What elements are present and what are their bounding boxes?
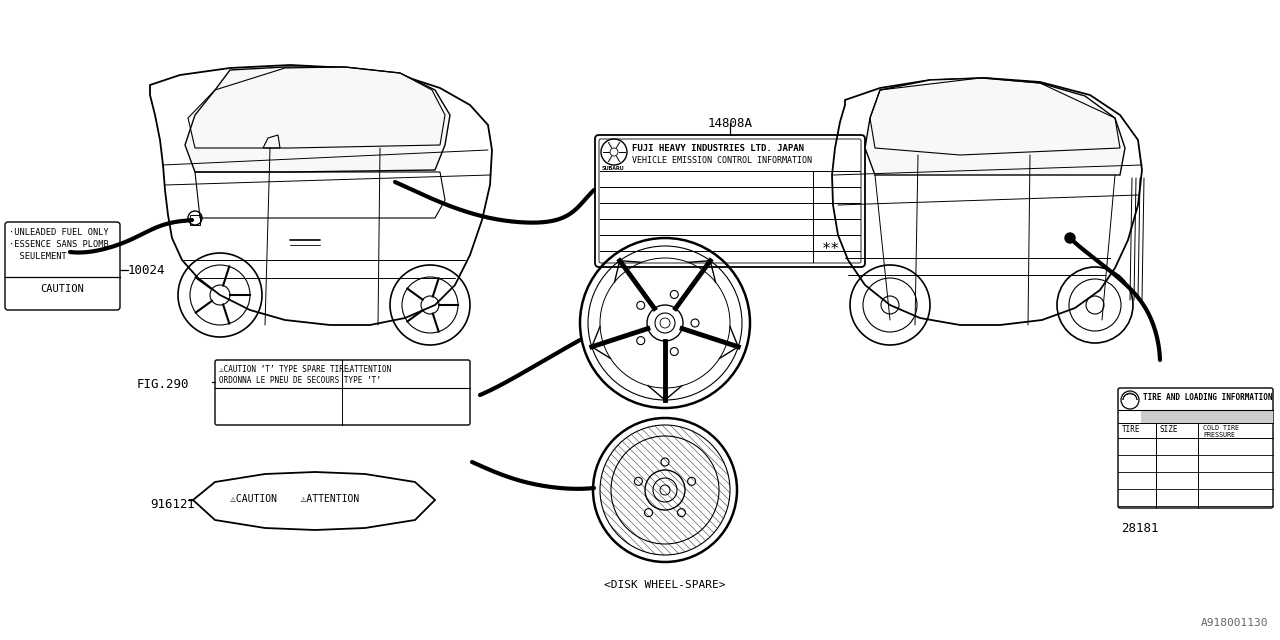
Text: ORDONNA LE PNEU DE SECOURS TYPE ’T’: ORDONNA LE PNEU DE SECOURS TYPE ’T’ [219,376,381,385]
Text: TIRE: TIRE [1123,425,1140,434]
Bar [189,215,200,225]
Polygon shape [865,78,1125,175]
Text: SIZE: SIZE [1160,425,1179,434]
Text: VEHICLE EMISSION CONTROL INFORMATION: VEHICLE EMISSION CONTROL INFORMATION [632,156,812,165]
Text: A918001130: A918001130 [1201,618,1268,628]
Text: SEULEMENT: SEULEMENT [9,252,67,261]
Text: <DISK WHEEL-SPARE>: <DISK WHEEL-SPARE> [604,580,726,590]
Text: 10024: 10024 [128,264,165,277]
Text: ·UNLEADED FUEL ONLY: ·UNLEADED FUEL ONLY [9,228,109,237]
Text: ·ESSENCE SANS PLOMB: ·ESSENCE SANS PLOMB [9,240,109,249]
Text: ⚠CAUTION    ⚠ATTENTION: ⚠CAUTION ⚠ATTENTION [230,494,360,504]
Text: PRESSURE: PRESSURE [1203,432,1235,438]
Text: CAUTION: CAUTION [40,284,84,294]
Polygon shape [186,67,451,172]
Text: SUBARU: SUBARU [602,166,625,171]
Text: ⚠CAUTION ’T’ TYPE SPARE TIRE: ⚠CAUTION ’T’ TYPE SPARE TIRE [219,365,348,374]
Text: FIG.290: FIG.290 [137,378,189,391]
Text: TIRE AND LOADING INFORMATION: TIRE AND LOADING INFORMATION [1143,393,1272,402]
Text: FUJI HEAVY INDUSTRIES LTD. JAPAN: FUJI HEAVY INDUSTRIES LTD. JAPAN [632,144,804,153]
Text: 91612I: 91612I [150,498,195,511]
Text: COLD TIRE: COLD TIRE [1203,425,1239,431]
Bar [1140,411,1274,423]
Circle shape [1065,233,1075,243]
Text: ⚠ATTENTION: ⚠ATTENTION [346,365,392,374]
Text: 14808A: 14808A [708,117,753,130]
Text: 28181: 28181 [1121,522,1158,535]
Text: ∗∗: ∗∗ [822,237,840,252]
